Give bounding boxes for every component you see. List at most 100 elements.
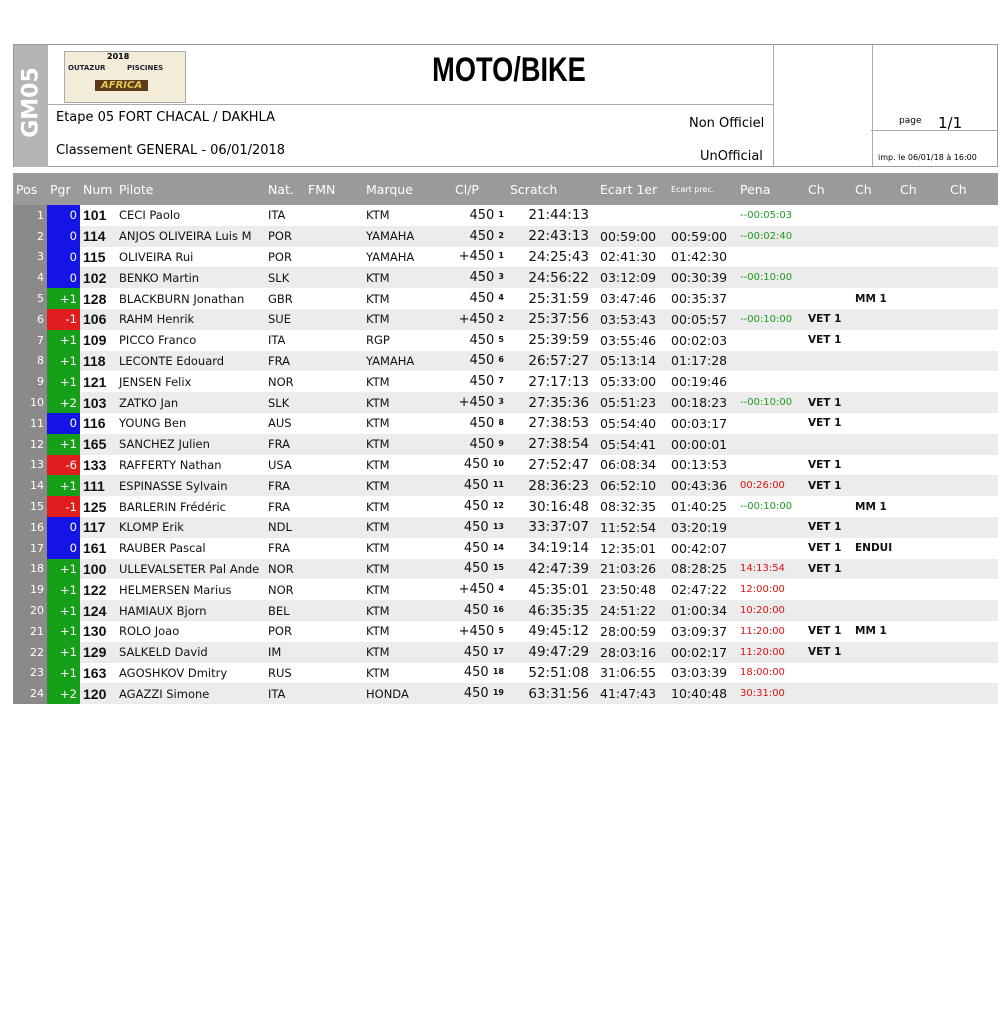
cell: 17 (13, 537, 47, 559)
marque-value: KTM (366, 208, 390, 223)
marque-value: KTM (366, 645, 390, 660)
ecart1-value: 31:06:55 (600, 665, 657, 681)
cell: 450 4 (452, 288, 507, 309)
cell (805, 433, 852, 455)
cell (852, 579, 897, 600)
pena-value: 10:20:00 (740, 605, 785, 617)
cell: 450 10 (452, 455, 507, 476)
cell: 00:35:37 (668, 288, 737, 309)
pena-value: --00:10:00 (740, 313, 793, 325)
pilote-value: KLOMP Erik (119, 520, 184, 535)
cell: 00:13:53 (668, 455, 737, 476)
cell: 31:06:55 (597, 663, 668, 684)
num-value: 111 (83, 477, 105, 494)
scratch-value: 24:56:22 (528, 269, 589, 286)
logo: 2018 OUTAZUR PISCINES AFRICA (64, 51, 186, 103)
cell: VET 1 (805, 558, 852, 580)
scratch-value: 24:25:43 (528, 248, 589, 265)
marque-value: KTM (366, 270, 390, 285)
cell (305, 288, 363, 309)
ch1-value: VET 1 (808, 562, 842, 575)
cell (897, 267, 947, 289)
pos-value: 4 (37, 271, 44, 285)
cell: FRA (265, 538, 305, 559)
nat-value: USA (268, 457, 292, 472)
ecart1-value: 03:55:46 (600, 332, 657, 348)
cell: KTM (363, 663, 452, 684)
cell: 125 (80, 496, 116, 517)
marque-value: KTM (366, 561, 390, 576)
ecart1-value: 24:51:22 (600, 603, 657, 619)
ch1-value: VET 1 (808, 334, 842, 347)
pgr-value: +2 (60, 686, 77, 701)
ch2-value: ENDUI (855, 542, 893, 555)
box (773, 45, 873, 166)
cell (305, 683, 363, 705)
num-value: 101 (83, 207, 107, 224)
cell: --00:10:00 (737, 267, 805, 289)
cell: +1 (47, 641, 80, 663)
ch2-value: MM 1 (855, 500, 887, 513)
class-label: 450 (469, 332, 495, 348)
class-label: +450 (458, 311, 495, 327)
cell: AGOSHKOV Dmitry (116, 663, 265, 684)
cell: 9 (13, 371, 47, 393)
cell: +1 (47, 475, 80, 497)
cell (305, 475, 363, 497)
cell: 10:20:00 (737, 600, 805, 621)
cell: KTM (363, 308, 452, 330)
nat-value: GBR (268, 291, 293, 306)
marque-value: KTM (366, 478, 390, 493)
nat-value: POR (268, 624, 292, 639)
pgr-value: +1 (60, 333, 77, 348)
pos-value: 17 (30, 541, 44, 555)
column-header: Scratch (507, 173, 597, 205)
scratch-value: 25:39:59 (528, 332, 589, 349)
cell (897, 475, 947, 497)
cell: 01:42:30 (668, 247, 737, 268)
class-rank: 3 (498, 272, 504, 282)
scratch-value: 27:52:47 (528, 456, 589, 473)
cell (805, 683, 852, 705)
cell (947, 516, 998, 538)
cell (947, 288, 998, 309)
cell (947, 663, 998, 684)
cell: 16 (13, 516, 47, 538)
scratch-value: 28:36:23 (528, 477, 589, 494)
class-label: 450 (469, 415, 495, 431)
table-row: 4 0 102 BENKO Martin SLK KTM 450 3 24:56:22 03:1… (13, 267, 998, 289)
cell: 12:00:00 (737, 579, 805, 600)
cell (737, 516, 805, 538)
cell: 28:36:23 (507, 475, 597, 497)
cell: KTM (363, 621, 452, 642)
cell: MM 1 (852, 288, 897, 309)
cell: 01:17:28 (668, 350, 737, 372)
cell: 450 18 (452, 663, 507, 684)
cell (805, 371, 852, 392)
cell: 28:03:16 (597, 641, 668, 663)
class-rank: 1 (498, 251, 504, 261)
cell (897, 516, 947, 538)
table-row: 2 0 114 ANJOS OLIVEIRA Luis M POR YAMAHA 450 2… (13, 225, 998, 247)
cell: 5 (13, 288, 47, 309)
cell: RAHM Henrik (116, 308, 265, 330)
pos-value: 8 (37, 354, 44, 368)
cell: NOR (265, 579, 305, 600)
ch1-value: VET 1 (808, 542, 842, 555)
cell: GBR (265, 288, 305, 309)
ecartprec-value: 08:28:25 (671, 561, 728, 577)
pos-value: 21 (30, 624, 44, 638)
cell: 10:40:48 (668, 683, 737, 705)
cell: --00:05:03 (737, 205, 805, 226)
table-row: 14 +1 111 ESPINASSE Sylvain FRA KTM 450 11 28:3… (13, 475, 998, 497)
cell: MM 1 (852, 621, 897, 642)
cell: 00:26:00 (737, 475, 805, 497)
cell (897, 205, 947, 226)
nat-value: SUE (268, 312, 291, 327)
cell: 00:19:46 (668, 371, 737, 392)
pos-value: 18 (30, 562, 44, 576)
cell: 161 (80, 538, 116, 559)
cell: NOR (265, 558, 305, 580)
cell: --00:02:40 (737, 225, 805, 247)
cell: VET 1 (805, 392, 852, 413)
